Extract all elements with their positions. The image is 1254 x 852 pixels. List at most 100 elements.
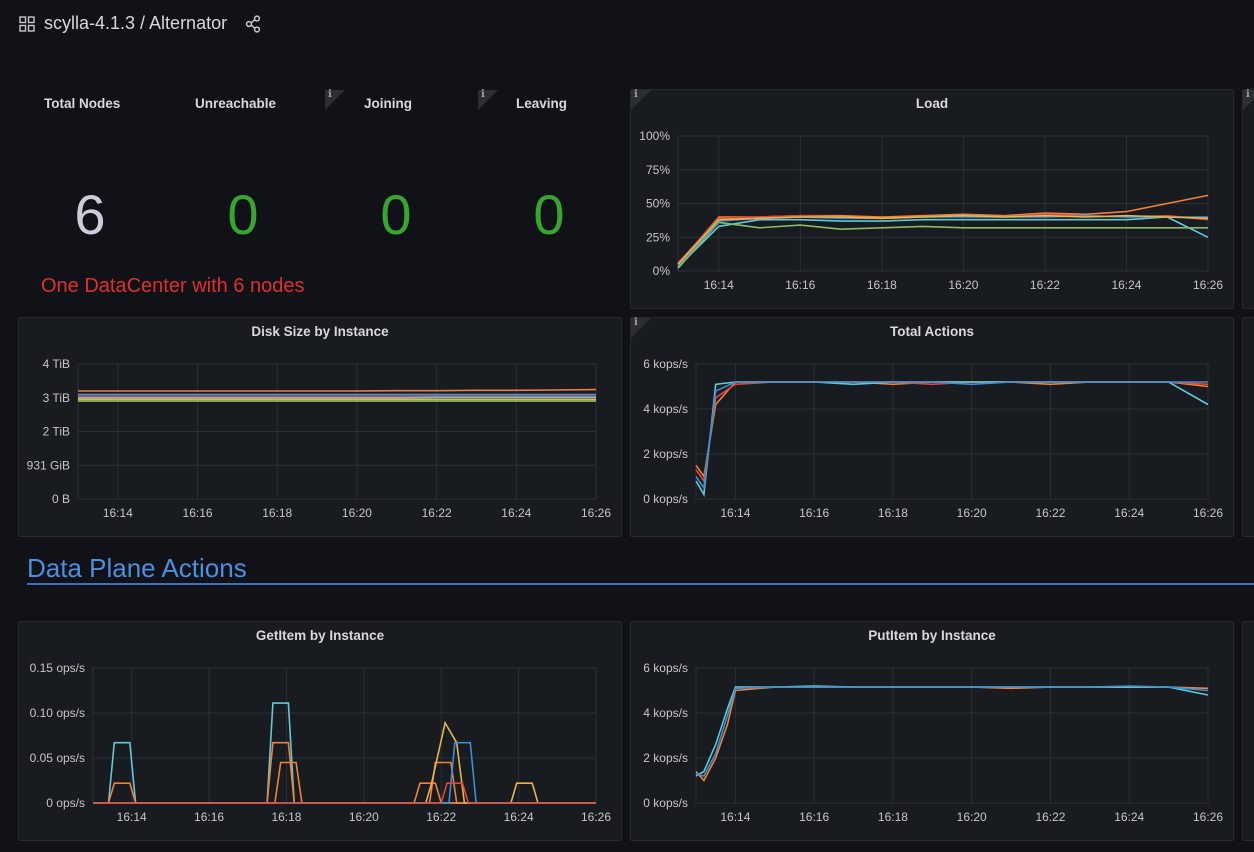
y-tick-label: 0.10 ops/s — [30, 706, 85, 720]
dashboard-grid-icon[interactable] — [19, 16, 35, 32]
series-line — [695, 381, 1209, 479]
y-tick-label: 4 kops/s — [643, 706, 688, 720]
x-tick-label: 16:26 — [1193, 278, 1223, 292]
y-tick-label: 25% — [646, 230, 670, 244]
x-tick-label: 16:22 — [1030, 278, 1060, 292]
x-tick-label: 16:18 — [271, 810, 301, 824]
x-tick-label: 16:26 — [1193, 506, 1223, 520]
panel-title: Load — [915, 96, 949, 111]
x-tick-label: 16:24 — [1114, 810, 1144, 824]
y-tick-label: 0% — [653, 264, 671, 278]
x-tick-label: 16:22 — [1035, 506, 1065, 520]
x-tick-label: 16:14 — [704, 278, 734, 292]
stat-value-leaving: 0 — [533, 183, 565, 246]
x-tick-label: 16:22 — [426, 810, 456, 824]
y-tick-label: 100% — [639, 129, 670, 143]
series-line — [677, 216, 1209, 268]
panel-title: Disk Size by Instance — [251, 324, 389, 339]
total-actions-chart: 0 kops/s 2 kops/s 4 kops/s 6 kops/s 16:14 16:… — [643, 357, 1223, 520]
info-icon[interactable]: i — [325, 89, 345, 110]
x-tick-label: 16:26 — [1193, 810, 1223, 824]
series-line — [677, 194, 1209, 265]
x-tick-label: 16:24 — [1114, 506, 1144, 520]
x-tick-label: 16:22 — [1035, 810, 1065, 824]
disk-size-chart: 0 B 931 GiB 2 TiB 3 TiB 4 TiB 16:14 16:16 16:18… — [27, 357, 612, 520]
share-icon[interactable] — [245, 15, 261, 33]
x-tick-label: 16:20 — [349, 810, 379, 824]
series-line — [695, 685, 1209, 777]
info-icon[interactable]: i — [478, 89, 498, 110]
series-line — [677, 214, 1208, 267]
x-tick-label: 16:24 — [504, 810, 534, 824]
stat-title-total-nodes: Total Nodes — [44, 96, 121, 111]
x-tick-label: 16:16 — [799, 506, 829, 520]
series-line — [677, 221, 1208, 269]
panel-partial-right-3[interactable] — [1242, 621, 1254, 841]
putitem-chart: 0 kops/s 2 kops/s 4 kops/s 6 kops/s 16:14 16:… — [643, 661, 1223, 824]
y-tick-label: 3 TiB — [43, 391, 70, 405]
panel-putitem[interactable]: PutItem by Instance 0 kops/s 2 kops/s 4 ko… — [630, 621, 1234, 841]
y-tick-label: 6 kops/s — [643, 357, 688, 371]
series-line — [695, 381, 1209, 484]
panel-title: PutItem by Instance — [868, 628, 996, 643]
stat-value-joining: 0 — [380, 183, 412, 246]
load-chart: 0% 25% 50% 75% 100% 16:14 16:16 16:18 16:20 16:22… — [639, 129, 1223, 292]
x-tick-label: 16:24 — [501, 506, 531, 520]
y-tick-label: 75% — [646, 163, 670, 177]
y-tick-label: 0 kops/s — [643, 796, 688, 810]
x-tick-label: 16:20 — [957, 506, 987, 520]
info-icon[interactable]: i — [631, 317, 651, 338]
info-icon[interactable]: i — [631, 89, 651, 110]
panel-load[interactable]: i Load 0% 25% 50% 75% 100% 16:14 16:16 16:18 16:… — [630, 89, 1234, 309]
annotation-note: One DataCenter with 6 nodes — [41, 275, 305, 297]
info-icon[interactable]: i — [1243, 89, 1254, 110]
panel-getitem[interactable]: GetItem by Instance 0 ops/s 0.05 ops/s 0.1… — [18, 621, 622, 841]
y-tick-label: 4 kops/s — [643, 402, 688, 416]
y-tick-label: 931 GiB — [27, 458, 70, 472]
series-line — [93, 782, 596, 804]
row-divider — [27, 583, 1254, 585]
y-tick-label: 2 kops/s — [643, 447, 688, 461]
dashboard-title[interactable]: scylla-4.1.3 / Alternator — [44, 13, 228, 33]
x-tick-label: 16:16 — [194, 810, 224, 824]
panel-disk-size[interactable]: Disk Size by Instance 0 B 931 GiB 2 TiB 3 T… — [18, 317, 622, 537]
y-tick-label: 6 kops/s — [643, 661, 688, 675]
y-tick-label: 2 kops/s — [643, 751, 688, 765]
x-tick-label: 16:20 — [342, 506, 372, 520]
stat-title-joining: Joining — [364, 96, 412, 111]
y-tick-label: 0.05 ops/s — [30, 751, 85, 765]
x-tick-label: 16:18 — [878, 810, 908, 824]
x-tick-label: 16:26 — [581, 506, 611, 520]
panel-partial-right-1[interactable]: i — [1242, 89, 1254, 309]
x-tick-label: 16:14 — [720, 506, 750, 520]
series-line — [93, 702, 596, 804]
series-line — [93, 741, 596, 804]
stat-title-unreachable: Unreachable — [195, 96, 277, 111]
panel-title: Total Actions — [890, 324, 974, 339]
series-line — [695, 685, 1209, 777]
series-line — [677, 213, 1209, 264]
x-tick-label: 16:24 — [1111, 278, 1141, 292]
y-tick-label: 50% — [646, 197, 670, 211]
series-line — [78, 388, 597, 392]
y-tick-label: 0.15 ops/s — [30, 661, 85, 675]
x-tick-label: 16:18 — [262, 506, 292, 520]
panel-total-actions[interactable]: i Total Actions 0 kops/s 2 kops/s 4 kops/s… — [630, 317, 1234, 537]
x-tick-label: 16:16 — [183, 506, 213, 520]
x-tick-label: 16:20 — [948, 278, 978, 292]
x-tick-label: 16:16 — [799, 810, 829, 824]
y-tick-label: 4 TiB — [43, 357, 70, 371]
y-tick-label: 0 ops/s — [46, 796, 85, 810]
x-tick-label: 16:16 — [785, 278, 815, 292]
series-line — [695, 381, 1209, 498]
y-tick-label: 2 TiB — [43, 425, 70, 439]
stat-value-unreachable: 0 — [227, 183, 259, 246]
panel-partial-right-2[interactable] — [1242, 317, 1254, 537]
series-line — [93, 720, 596, 804]
y-tick-label: 0 B — [52, 492, 70, 506]
x-tick-label: 16:20 — [957, 810, 987, 824]
x-tick-label: 16:18 — [878, 506, 908, 520]
x-tick-label: 16:14 — [720, 810, 750, 824]
series-line — [695, 381, 1208, 490]
row-title-data-plane-actions[interactable]: Data Plane Actions — [27, 553, 247, 583]
